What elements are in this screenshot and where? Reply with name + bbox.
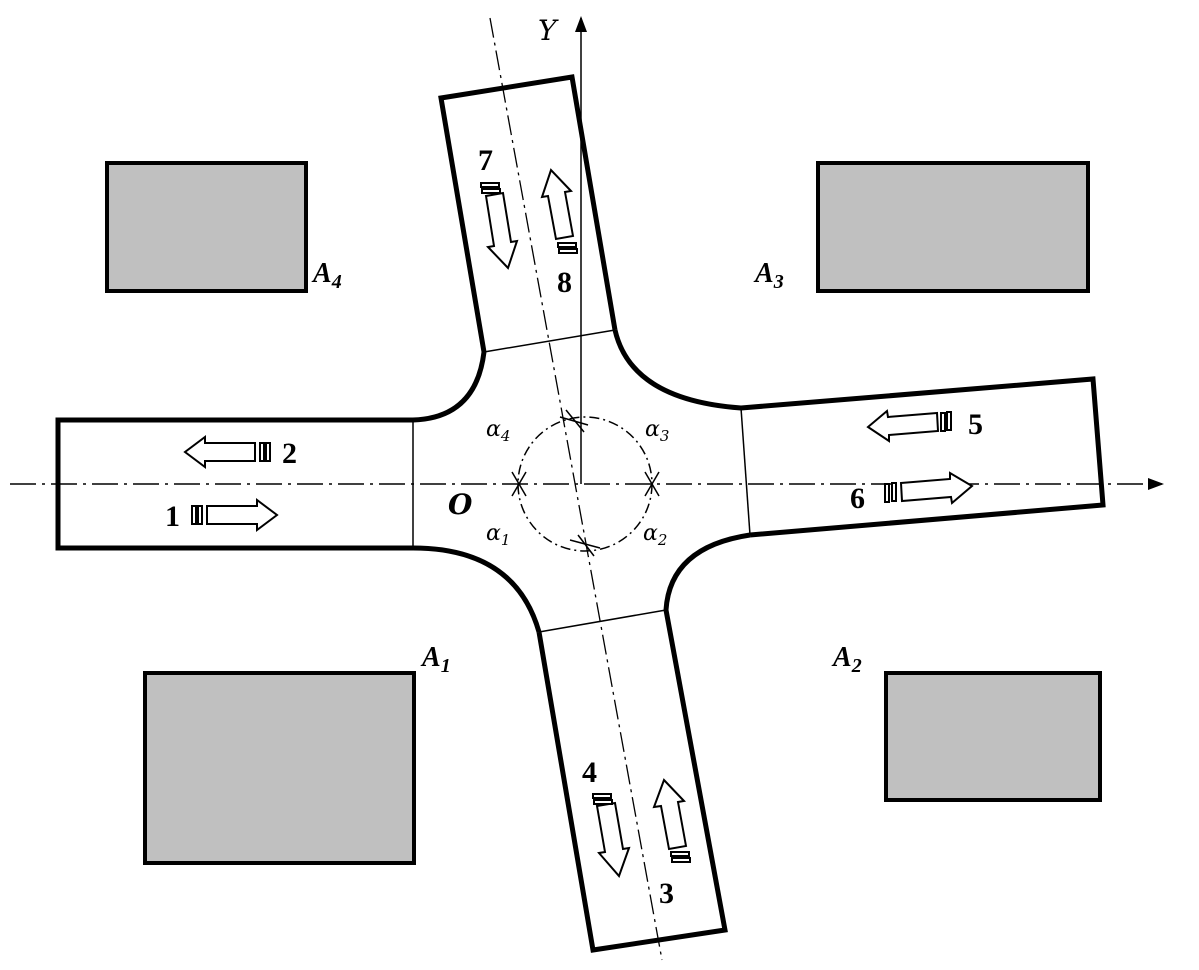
vehicle-7-arrow	[480, 182, 519, 270]
building-a1	[143, 671, 416, 865]
vehicle-5-arrow	[866, 409, 952, 443]
area-a3-label: A3	[753, 258, 784, 293]
vehicle-1-arrow	[191, 498, 279, 532]
angle-alpha3-label: α3	[645, 417, 669, 445]
angle-alpha2-label: α2	[643, 521, 667, 549]
lane-7-label: 7	[478, 144, 493, 177]
building-a3	[816, 161, 1090, 293]
road-centerline-north-south	[489, 17, 663, 961]
vehicle-6-arrow	[884, 471, 974, 505]
road-east	[740, 376, 1106, 538]
y-axis-label: Y	[538, 14, 559, 47]
origin-label: O	[448, 488, 473, 521]
road-north	[438, 74, 618, 353]
angle-alpha1-label: α1	[486, 521, 510, 549]
vehicle-2-arrow	[183, 435, 271, 469]
vehicle-3-arrow	[652, 778, 691, 863]
area-a2-label: A2	[831, 642, 862, 677]
vehicle-4-arrow	[592, 793, 631, 878]
building-a2	[884, 671, 1102, 802]
lane-4-label: 4	[582, 756, 597, 789]
area-a1-label: A1	[420, 642, 451, 677]
road-south	[536, 609, 728, 953]
lane-6-label: 6	[850, 482, 865, 515]
angle-ticks	[511, 409, 660, 557]
angle-alpha4-label: α4	[486, 417, 510, 445]
building-a4	[105, 161, 308, 293]
corner-curves	[412, 329, 751, 633]
lane-8-label: 8	[557, 266, 572, 299]
vehicle-8-arrow	[540, 168, 578, 254]
lane-2-label: 2	[282, 437, 297, 470]
lane-1-label: 1	[165, 500, 180, 533]
lane-5-label: 5	[968, 408, 983, 441]
lane-3-label: 3	[659, 877, 674, 910]
area-a4-label: A4	[311, 258, 342, 293]
